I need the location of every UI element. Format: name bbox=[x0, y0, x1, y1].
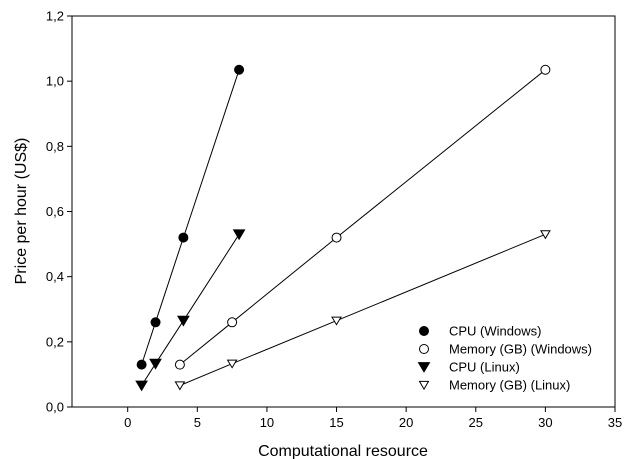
legend-label: CPU (Linux) bbox=[449, 360, 520, 375]
data-point bbox=[540, 64, 551, 75]
series-3 bbox=[135, 229, 246, 392]
y-tick-label: 1,0 bbox=[46, 74, 64, 89]
x-tick-label: 10 bbox=[260, 415, 274, 430]
legend-marker bbox=[418, 380, 430, 391]
legend-label: Memory (GB) (Windows) bbox=[449, 342, 592, 357]
data-point bbox=[331, 232, 342, 243]
y-tick-label: 0,6 bbox=[46, 204, 64, 219]
data-point bbox=[174, 381, 186, 391]
legend-item: Memory (GB) (Windows) bbox=[419, 342, 592, 357]
data-point bbox=[178, 232, 189, 243]
series-line bbox=[141, 234, 240, 386]
data-point bbox=[174, 359, 185, 370]
data-point bbox=[177, 315, 190, 327]
legend-marker bbox=[417, 362, 431, 373]
legend-marker bbox=[419, 326, 429, 336]
data-point bbox=[227, 317, 238, 328]
y-tick-label: 0,8 bbox=[46, 139, 64, 154]
data-point bbox=[232, 229, 246, 241]
legend-item: Memory (GB) (Linux) bbox=[418, 378, 570, 393]
legend-label: CPU (Windows) bbox=[449, 324, 541, 339]
legend-item: CPU (Linux) bbox=[417, 360, 520, 375]
series-2 bbox=[174, 64, 551, 370]
legend-item: CPU (Windows) bbox=[419, 324, 541, 339]
data-point bbox=[540, 230, 551, 240]
x-tick-label: 15 bbox=[329, 415, 343, 430]
x-tick-label: 30 bbox=[538, 415, 552, 430]
y-tick-label: 0,0 bbox=[46, 400, 64, 415]
legend: CPU (Windows) Memory (GB) (Windows) CPU (L… bbox=[417, 324, 592, 393]
series-line bbox=[179, 233, 546, 386]
data-point bbox=[234, 64, 245, 75]
legend-marker bbox=[419, 344, 429, 354]
series-4 bbox=[174, 230, 551, 391]
y-tick-label: 0,2 bbox=[46, 334, 64, 349]
x-tick-label: 5 bbox=[194, 415, 201, 430]
y-axis-label: Price per hour (US$) bbox=[13, 138, 30, 285]
x-tick-label: 20 bbox=[399, 415, 413, 430]
x-tick-label: 35 bbox=[608, 415, 622, 430]
data-point bbox=[331, 316, 342, 326]
data-point bbox=[149, 358, 162, 370]
x-tick-label: 25 bbox=[469, 415, 483, 430]
series-line bbox=[179, 69, 546, 365]
y-tick-label: 1,2 bbox=[46, 9, 64, 24]
series-1 bbox=[136, 64, 245, 370]
axis-ticks: 0 5 10 15 20 25 30 35 0,0 0,2 0,4 0,6 0,8 1,0 1,2 bbox=[46, 9, 622, 431]
y-tick-label: 0,4 bbox=[46, 269, 64, 284]
data-point bbox=[150, 317, 161, 328]
x-axis-label: Computational resource bbox=[258, 443, 428, 459]
data-point bbox=[135, 380, 148, 392]
x-tick-label: 0 bbox=[124, 415, 131, 430]
series-line bbox=[141, 69, 240, 365]
data-point bbox=[226, 359, 238, 369]
legend-label: Memory (GB) (Linux) bbox=[449, 378, 570, 393]
data-point bbox=[136, 359, 147, 370]
series-layer bbox=[135, 64, 551, 392]
